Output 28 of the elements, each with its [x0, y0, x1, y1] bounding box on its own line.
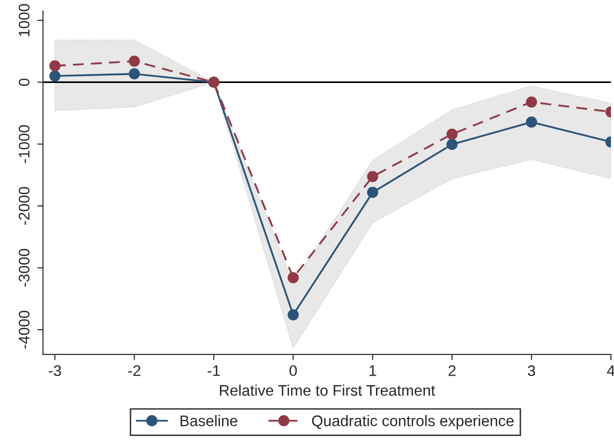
x-axis-title: Relative Time to First Treatment [220, 384, 436, 396]
point [49, 60, 60, 72]
x-tick-label: -1 [208, 365, 220, 376]
point [128, 68, 140, 80]
y-tick-label: -1000 [18, 125, 30, 163]
x-tick-label: -3 [48, 365, 62, 376]
x-tick-label: -2 [128, 365, 140, 376]
point [288, 272, 299, 284]
point [446, 128, 458, 140]
y-tick-label: 0 [18, 78, 30, 86]
y-tick-label: -2000 [18, 186, 30, 225]
x-tick-label: 2 [448, 365, 456, 376]
point [49, 70, 60, 82]
y-tick-label: 1000 [18, 4, 30, 36]
legend-label: Baseline [180, 415, 238, 426]
point [367, 170, 378, 182]
x-tick-label: 0 [290, 365, 297, 376]
legend-label: Quadratic controls experience [312, 415, 514, 430]
point [128, 56, 140, 67]
y-tick-label: -3000 [18, 248, 30, 287]
x-tick-label: 1 [370, 365, 376, 376]
point [367, 186, 378, 198]
y-tick-label: -4000 [18, 310, 30, 349]
point [446, 138, 458, 150]
point [526, 116, 538, 128]
point [526, 96, 538, 108]
point [288, 309, 299, 320]
x-tick-label: 3 [528, 365, 536, 376]
